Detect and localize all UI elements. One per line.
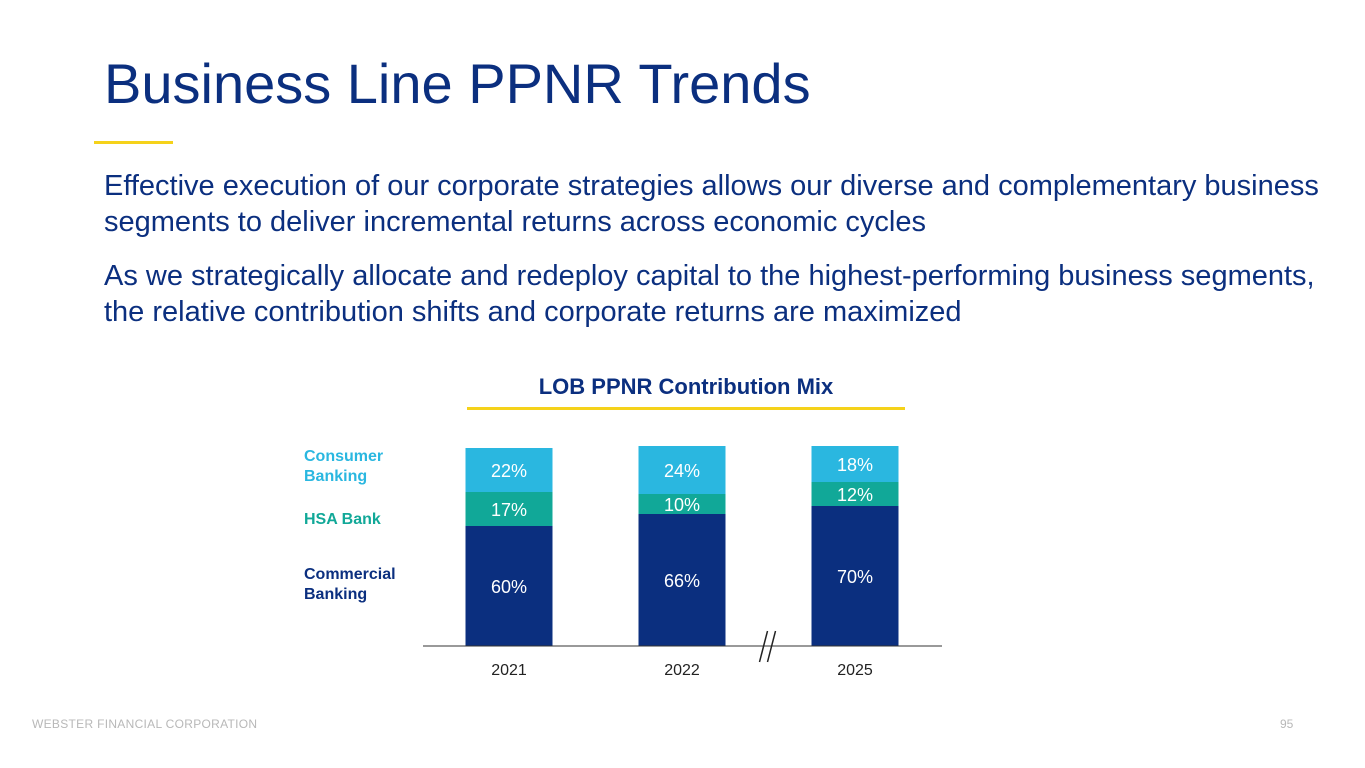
data-label-consumer-banking-2022: 24% [664,461,700,481]
page-number: 95 [1280,717,1294,731]
x-tick-label-2022: 2022 [664,662,700,679]
chart-title-underline [467,407,905,410]
bar-commercial-banking-2022 [638,514,726,646]
chart-title: LOB PPNR Contribution Mix [538,374,834,399]
legend-commercial-banking: Commercial Banking [304,566,396,603]
data-label-consumer-banking-2025: 18% [837,455,873,475]
axis-break-mark-right [766,630,777,663]
strategy-paragraph: As we strategically allocate and redeplo… [104,260,1315,328]
x-tick-label-2025: 2025 [837,662,873,679]
data-label-commercial-banking-2025: 70% [837,567,873,587]
data-label-hsa-bank-2022: 10% [664,495,700,515]
legend-hsa-bank: HSA Bank [304,511,381,528]
axis-break-mark-left [758,630,769,663]
slide-title: Business Line PPNR Trends [104,52,811,115]
bar-commercial-banking-2025 [811,506,899,646]
data-label-hsa-bank-2021: 17% [491,500,527,520]
legend-consumer-banking: Consumer Banking [304,448,384,485]
x-tick-label-2021: 2021 [491,662,527,679]
bar-commercial-banking-2021 [465,526,553,646]
bar-hsa-bank-2025 [811,482,899,506]
data-label-hsa-bank-2025: 12% [837,485,873,505]
bar-hsa-bank-2022 [638,494,726,514]
intro-paragraph: Effective execution of our corporate str… [104,170,1319,238]
bar-consumer-banking-2025 [811,446,899,482]
bar-consumer-banking-2022 [638,446,726,494]
title-underline [94,141,173,144]
bar-consumer-banking-2021 [465,448,553,492]
data-label-commercial-banking-2021: 60% [491,577,527,597]
bar-hsa-bank-2021 [465,492,553,526]
footer-company: WEBSTER FINANCIAL CORPORATION [32,717,258,731]
data-label-consumer-banking-2021: 22% [491,461,527,481]
data-label-commercial-banking-2022: 66% [664,571,700,591]
